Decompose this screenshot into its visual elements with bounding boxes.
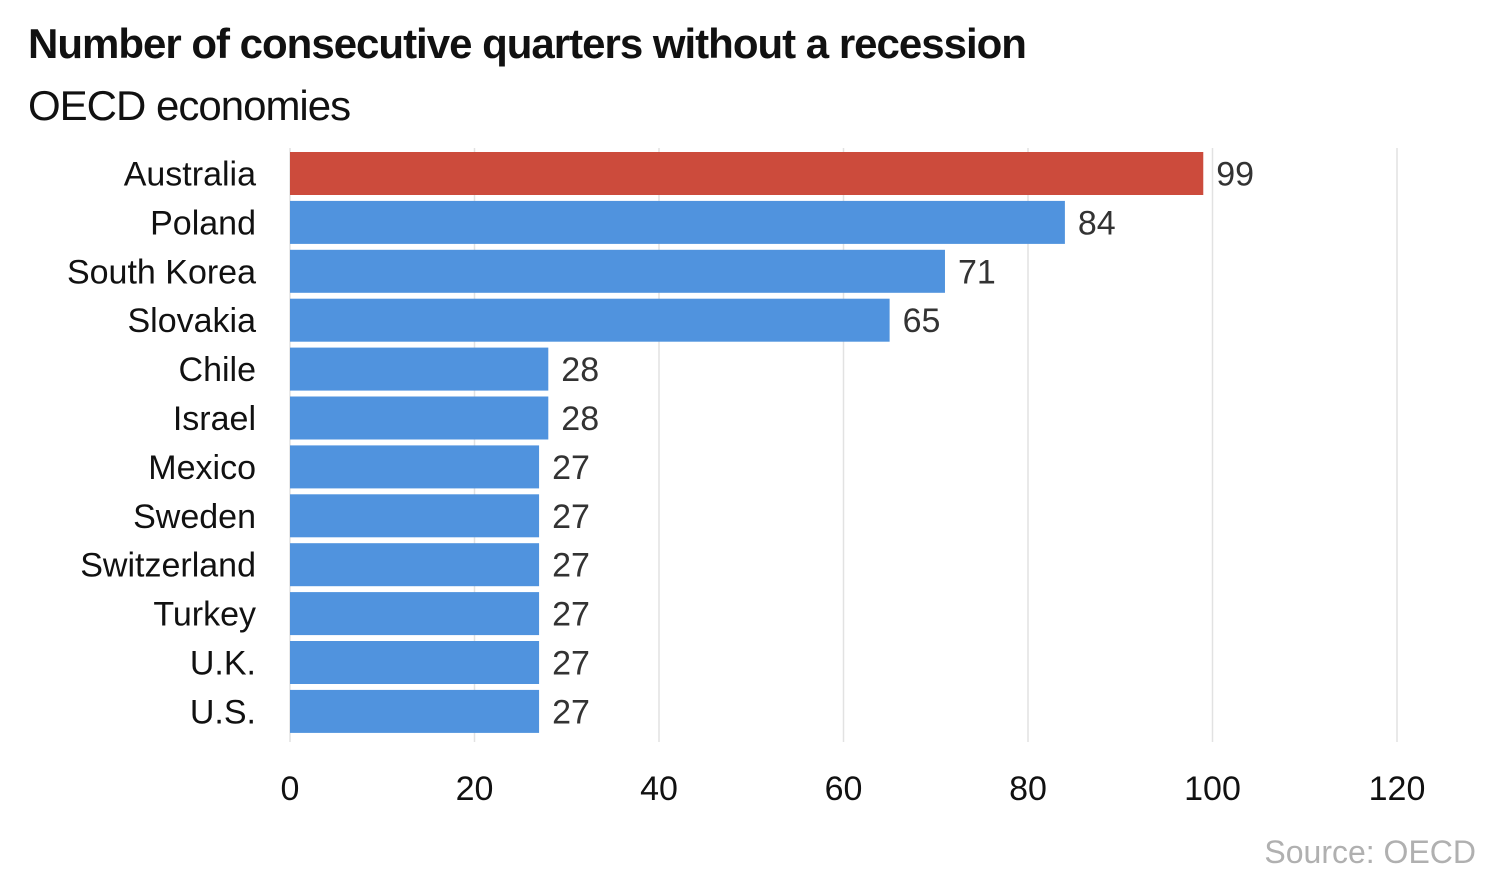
bar-poland	[290, 200, 1065, 244]
bar-switzerland	[290, 543, 540, 587]
bar-u-k	[290, 641, 540, 684]
value-label: 71	[958, 253, 996, 291]
value-label: 27	[552, 547, 590, 585]
x-tick-label: 80	[1009, 770, 1047, 808]
x-axis-ticks: 0 20 40 60 80 100 120	[281, 770, 1426, 808]
bar-slovakia	[290, 298, 890, 342]
x-tick-label: 40	[640, 770, 678, 808]
category-label: Mexico	[148, 449, 256, 487]
value-label: 99	[1216, 156, 1254, 194]
x-tick-label: 120	[1369, 770, 1426, 808]
bar-south-korea	[290, 249, 945, 293]
bar-australia	[290, 152, 1204, 195]
value-label: 28	[561, 400, 599, 438]
chart-title: Number of consecutive quarters without a…	[28, 20, 1027, 67]
bar-sweden	[290, 494, 540, 538]
category-labels: Australia Poland South Korea Slovakia Chile I…	[67, 156, 256, 732]
value-label: 27	[552, 693, 590, 731]
value-label: 27	[552, 596, 590, 634]
bar-u-s	[290, 689, 540, 733]
x-tick-label: 20	[456, 770, 494, 808]
category-label: Israel	[173, 400, 256, 438]
category-label: Switzerland	[80, 547, 256, 585]
category-label: Chile	[179, 351, 256, 389]
category-label: Slovakia	[127, 302, 256, 340]
bar-turkey	[290, 592, 540, 636]
bars	[290, 152, 1204, 733]
bar-mexico	[290, 445, 540, 489]
value-labels: 99 84 71 65 28 28 27 27 27 27 27 27	[552, 156, 1254, 732]
chart-subtitle: OECD economies	[28, 82, 351, 129]
category-label: U.K.	[190, 645, 256, 683]
value-label: 27	[552, 449, 590, 487]
category-label: Turkey	[153, 596, 256, 634]
x-tick-label: 60	[825, 770, 863, 808]
category-label: U.S.	[190, 693, 256, 731]
bar-chile	[290, 347, 549, 391]
category-label: Australia	[124, 156, 256, 194]
x-tick-label: 100	[1184, 770, 1241, 808]
source-note: Source: OECD	[1264, 834, 1476, 870]
bar-israel	[290, 396, 549, 440]
value-label: 28	[561, 351, 599, 389]
x-tick-label: 0	[281, 770, 300, 808]
value-label: 84	[1078, 204, 1116, 242]
category-label: Poland	[150, 204, 256, 242]
category-label: Sweden	[133, 498, 256, 536]
value-label: 27	[552, 498, 590, 536]
category-label: South Korea	[67, 253, 256, 291]
value-label: 65	[903, 302, 941, 340]
grid-lines	[289, 148, 1398, 742]
value-label: 27	[552, 645, 590, 683]
